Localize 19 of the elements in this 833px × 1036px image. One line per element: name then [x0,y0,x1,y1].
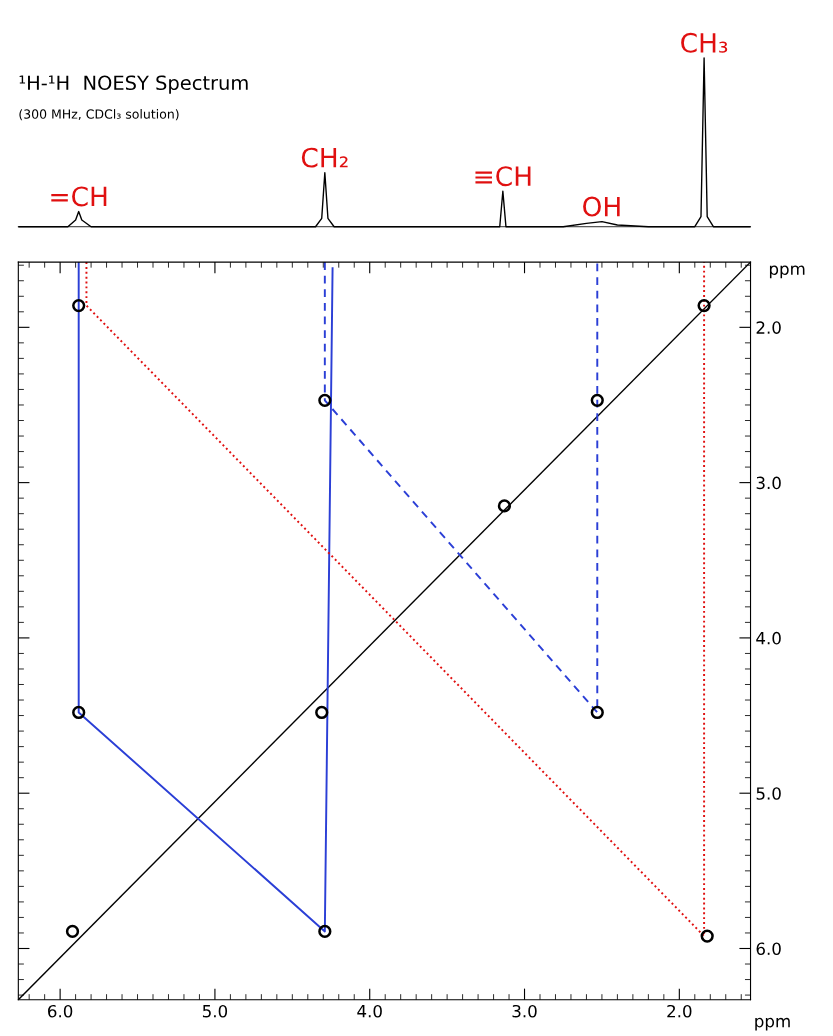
annotation: CH₂ [301,147,348,168]
x-tick-label: 3.0 [512,1004,537,1018]
y-axis-title: ppm [769,265,805,279]
x-tick-label: 4.0 [357,1004,382,1018]
y-tick-label: 4.0 [756,631,781,645]
x-axis-title: ppm [755,1017,790,1031]
y-tick-label: 3.0 [756,476,781,490]
y-tick-label: 5.0 [756,787,781,800]
x-tick-label: 6.0 [48,1004,73,1018]
x-tick-label: 5.0 [202,1004,228,1018]
annotation: ≡CH [475,166,531,187]
x-tick-label: 2.0 [667,1004,692,1018]
annotation: CH₃ [681,32,728,53]
y-tick-label: 2.0 [756,321,781,334]
y-tick-label: 6.0 [756,942,781,956]
text: ¹H-¹H NOESY Spectrum [19,75,248,94]
text: (300 MHz, CDCl₃ solution) [19,109,179,121]
annotation: =CH [51,186,107,207]
annotation: OH [583,196,620,217]
